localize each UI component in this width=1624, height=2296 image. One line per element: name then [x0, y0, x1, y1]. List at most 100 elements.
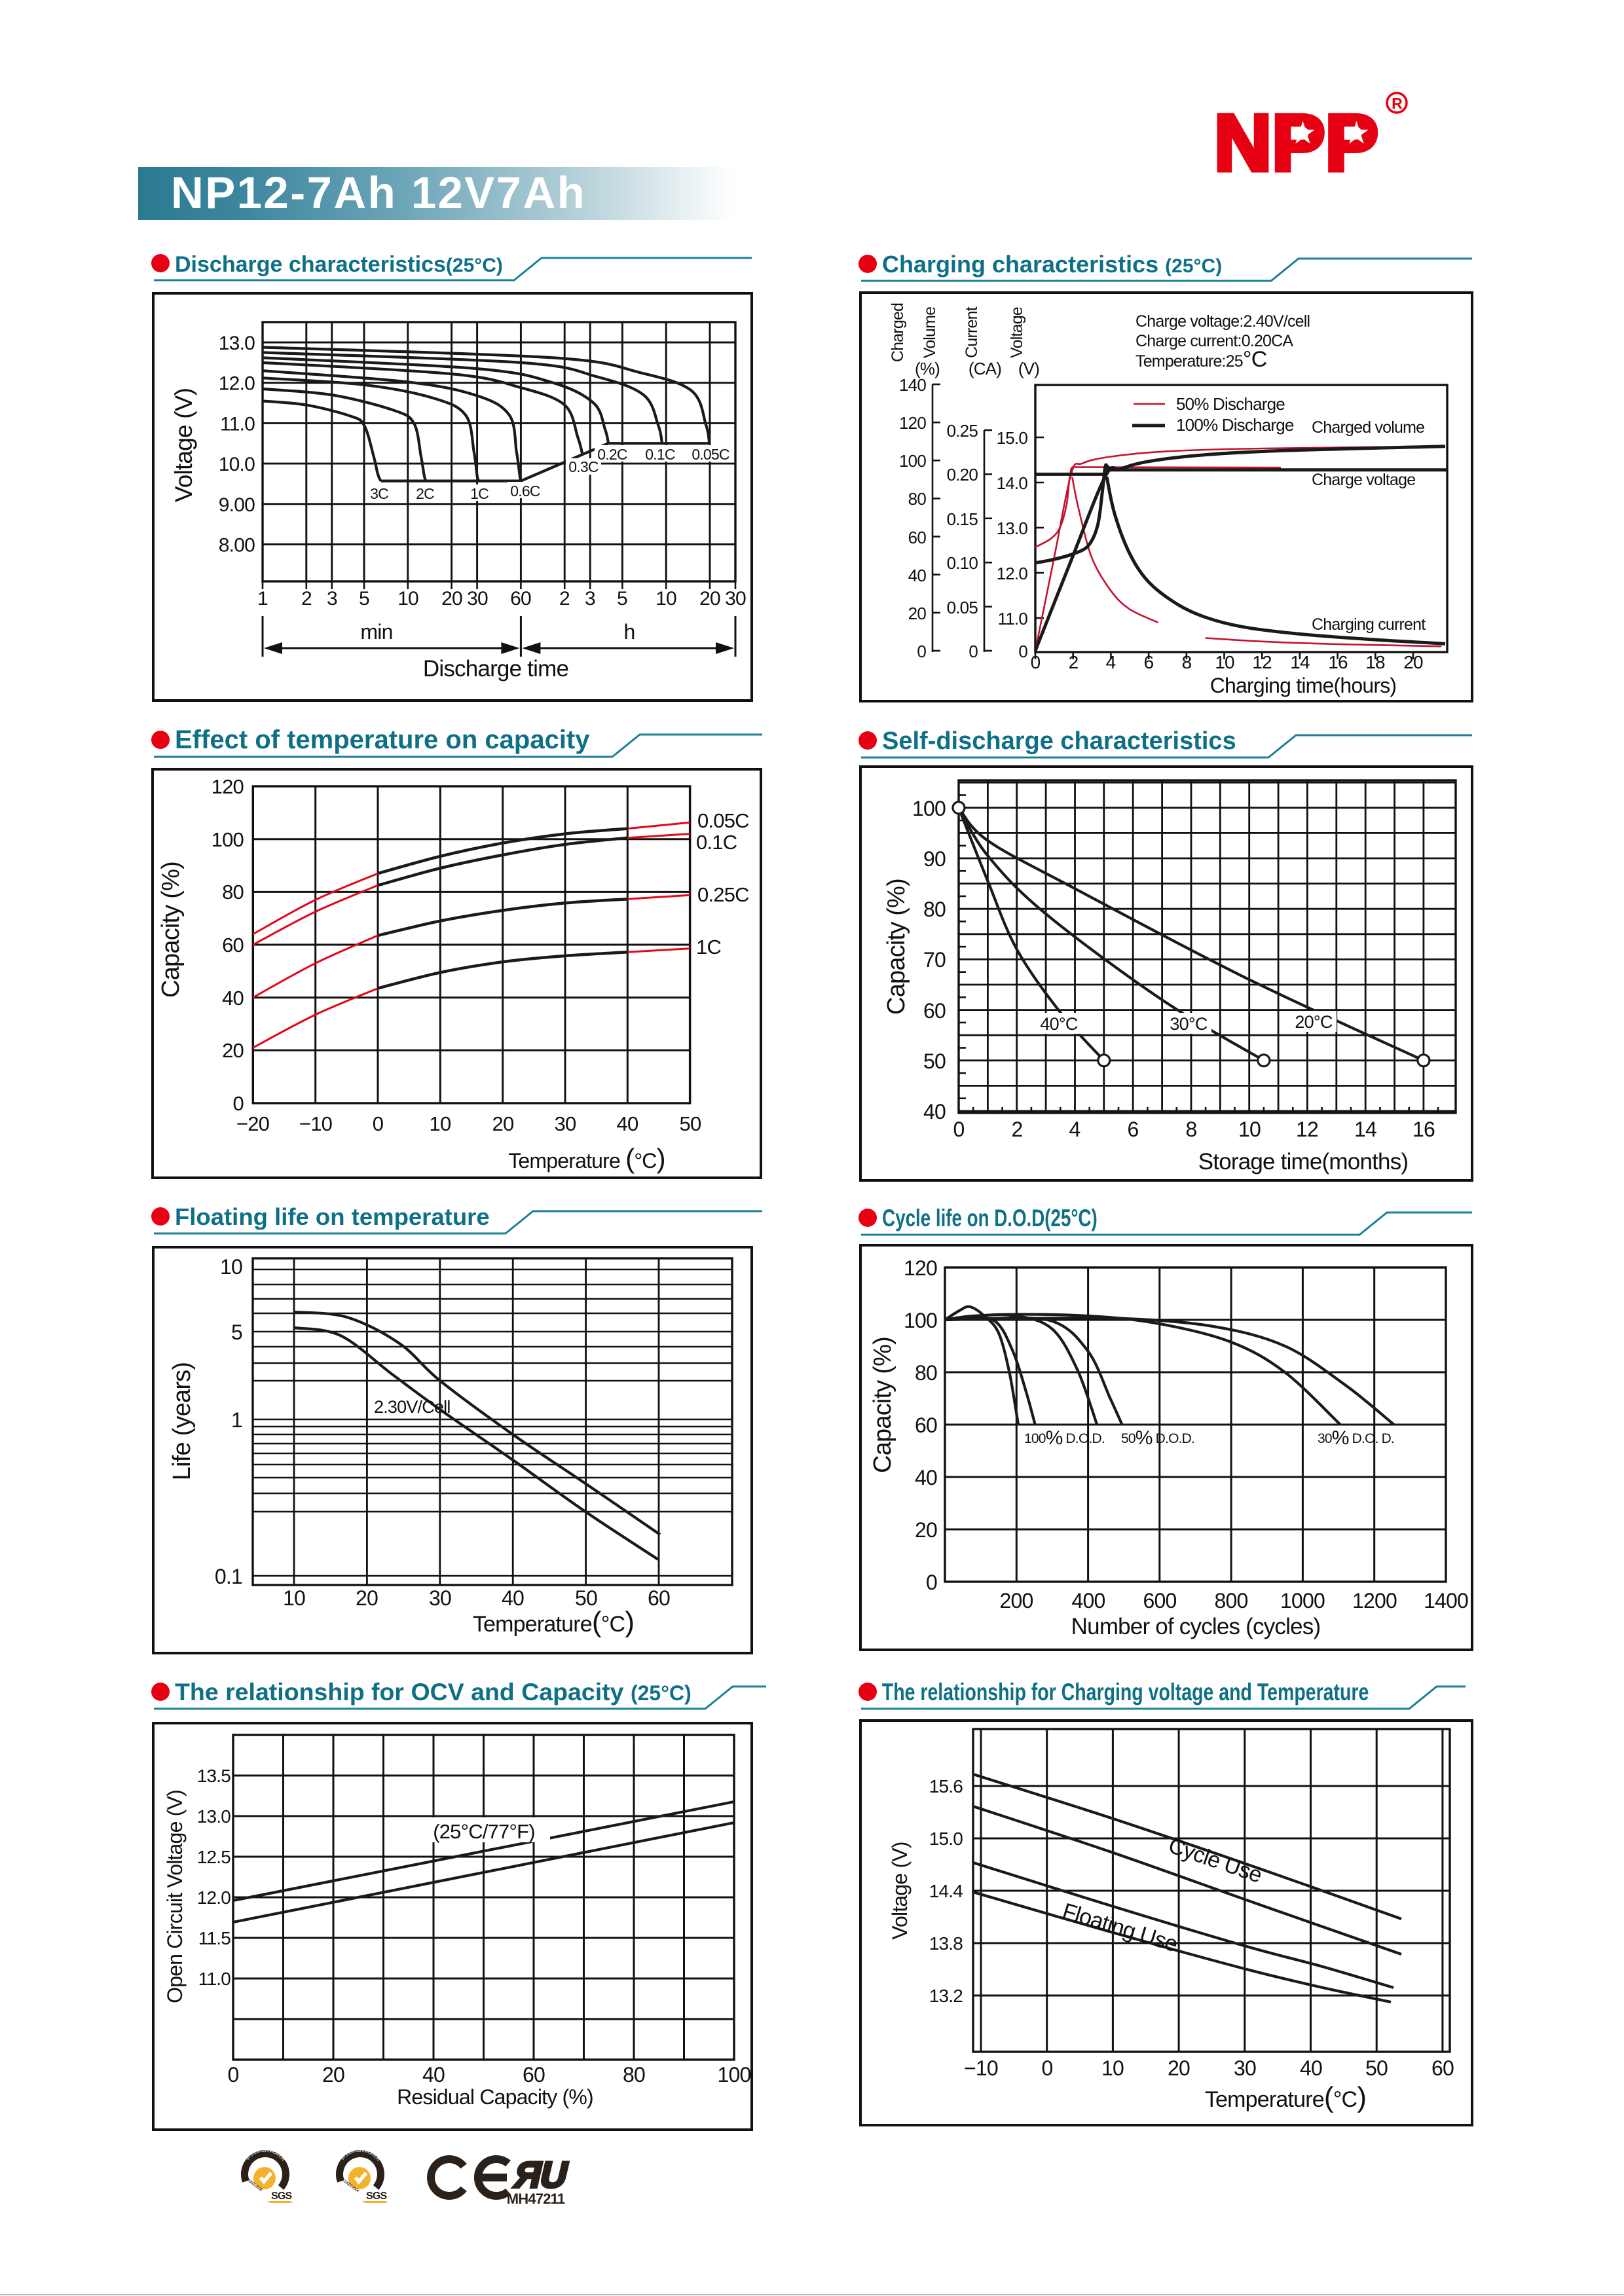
svg-text:11.0: 11.0: [998, 609, 1028, 629]
svg-text:70: 70: [923, 948, 946, 972]
svg-text:12.0: 12.0: [997, 564, 1028, 583]
svg-text:5: 5: [359, 588, 369, 610]
svg-text:100% Discharge: 100% Discharge: [1176, 415, 1294, 435]
svg-text:30% D.O. D.: 30% D.O. D.: [1318, 1427, 1394, 1449]
svg-text:60: 60: [523, 2063, 545, 2086]
svg-text:100% D.O.D.: 100% D.O.D.: [1024, 1427, 1105, 1449]
svg-text:15.6: 15.6: [929, 1776, 963, 1796]
svg-text:1400: 1400: [1424, 1589, 1468, 1613]
svg-text:20: 20: [441, 588, 462, 610]
svg-text:60: 60: [222, 934, 244, 957]
svg-text:6: 6: [1144, 652, 1154, 672]
svg-text:100: 100: [899, 451, 926, 471]
svg-text:0: 0: [233, 1092, 244, 1115]
svg-text:min: min: [360, 620, 392, 644]
svg-text:14: 14: [1290, 652, 1310, 672]
svg-text:Capacity (%): Capacity (%): [883, 879, 910, 1015]
svg-text:Charging characteristics (25°C: Charging characteristics (25°C): [882, 251, 1222, 278]
svg-text:13.0: 13.0: [197, 1806, 231, 1827]
svg-text:20: 20: [1168, 2056, 1190, 2080]
svg-text:The relationship for Charging: The relationship for Charging voltage an…: [882, 1679, 1369, 1706]
svg-text:18: 18: [1365, 652, 1385, 672]
svg-text:Floating life on temperature: Floating life on temperature: [175, 1203, 490, 1230]
svg-text:50: 50: [1365, 2056, 1388, 2080]
svg-text:0: 0: [373, 1112, 384, 1135]
svg-text:0: 0: [917, 642, 926, 661]
svg-text:13.0: 13.0: [997, 519, 1028, 538]
svg-text:13.2: 13.2: [929, 1986, 963, 2006]
svg-text:0: 0: [1031, 652, 1041, 672]
svg-text:0.2C: 0.2C: [597, 446, 627, 463]
svg-text:R: R: [1392, 95, 1403, 112]
svg-text:2.30V/Cell: 2.30V/Cell: [374, 1397, 451, 1417]
svg-text:1: 1: [257, 588, 268, 610]
svg-text:30: 30: [467, 588, 488, 610]
svg-text:40: 40: [222, 987, 244, 1010]
svg-text:Charge voltage:2.40V/cell: Charge voltage:2.40V/cell: [1135, 312, 1310, 331]
svg-text:−10: −10: [964, 2056, 998, 2080]
svg-text:10: 10: [220, 1255, 242, 1279]
svg-text:10: 10: [655, 588, 676, 610]
svg-text:4: 4: [1069, 1118, 1080, 1141]
svg-text:(25°C/77°F): (25°C/77°F): [433, 1820, 535, 1843]
svg-text:0.1: 0.1: [215, 1565, 242, 1588]
svg-text:0.25C: 0.25C: [697, 883, 749, 906]
svg-text:0.1C: 0.1C: [645, 446, 675, 463]
svg-text:The relationship for OCV and: The relationship for OCV and Capacity (2…: [175, 1678, 692, 1705]
svg-text:0.3C: 0.3C: [568, 458, 599, 475]
svg-text:Volume: Volume: [921, 307, 939, 359]
svg-text:Charging time(hours): Charging time(hours): [1210, 674, 1397, 697]
svg-text:1: 1: [231, 1408, 242, 1432]
svg-text:30: 30: [429, 1586, 451, 1610]
svg-text:1200: 1200: [1352, 1589, 1397, 1613]
svg-text:80: 80: [915, 1361, 937, 1385]
svg-text:400: 400: [1072, 1589, 1105, 1613]
svg-text:3C: 3C: [370, 485, 388, 502]
svg-text:Capacity (%): Capacity (%): [869, 1337, 896, 1473]
svg-text:Cycle life on D.O.D(25°C): Cycle life on D.O.D(25°C): [882, 1204, 1098, 1231]
svg-text:Charge current:0.20CA: Charge current:0.20CA: [1135, 332, 1293, 350]
svg-text:0: 0: [969, 642, 978, 661]
svg-text:12: 12: [1252, 652, 1272, 672]
svg-text:0: 0: [228, 2063, 239, 2086]
svg-text:50: 50: [680, 1112, 701, 1135]
svg-text:100: 100: [718, 2063, 751, 2086]
svg-text:15.0: 15.0: [997, 428, 1028, 448]
svg-text:120: 120: [904, 1256, 937, 1280]
svg-text:2C: 2C: [416, 485, 434, 502]
svg-text:20: 20: [492, 1112, 514, 1135]
svg-text:Voltage (V): Voltage (V): [170, 388, 197, 502]
svg-text:8.00: 8.00: [219, 535, 255, 556]
svg-text:0: 0: [1042, 2056, 1053, 2080]
svg-text:80: 80: [908, 489, 927, 509]
svg-text:10.0: 10.0: [219, 454, 255, 475]
svg-text:Voltage: Voltage: [1008, 307, 1026, 358]
svg-text:10: 10: [1238, 1118, 1261, 1141]
svg-text:Charged volume: Charged volume: [1312, 418, 1424, 437]
svg-text:120: 120: [899, 413, 926, 433]
svg-text:200: 200: [1000, 1589, 1033, 1613]
svg-text:20: 20: [356, 1586, 378, 1610]
svg-text:2: 2: [559, 588, 570, 610]
svg-text:Charging current: Charging current: [1312, 615, 1426, 634]
svg-text:20: 20: [915, 1518, 937, 1542]
svg-text:80: 80: [623, 2063, 645, 2086]
svg-text:40°C: 40°C: [1040, 1014, 1077, 1034]
svg-text:40: 40: [1300, 2056, 1322, 2080]
svg-text:30: 30: [555, 1112, 576, 1135]
svg-text:14.4: 14.4: [929, 1881, 963, 1901]
svg-text:Discharge characteristics(25°C: Discharge characteristics(25°C): [175, 252, 503, 277]
svg-text:10: 10: [1215, 652, 1234, 672]
svg-text:10: 10: [1101, 2056, 1124, 2080]
svg-text:15.0: 15.0: [929, 1829, 963, 1849]
svg-text:13.8: 13.8: [929, 1933, 963, 1954]
svg-text:0.25: 0.25: [947, 421, 978, 441]
svg-text:0.15: 0.15: [947, 509, 978, 529]
svg-text:20: 20: [908, 604, 927, 623]
svg-text:40: 40: [923, 1100, 946, 1123]
svg-text:90: 90: [923, 847, 946, 871]
svg-text:20: 20: [322, 2063, 344, 2086]
svg-text:Open Circuit Voltage (V): Open Circuit Voltage (V): [163, 1790, 187, 2003]
svg-text:5: 5: [617, 588, 627, 610]
svg-text:4: 4: [1106, 652, 1116, 672]
